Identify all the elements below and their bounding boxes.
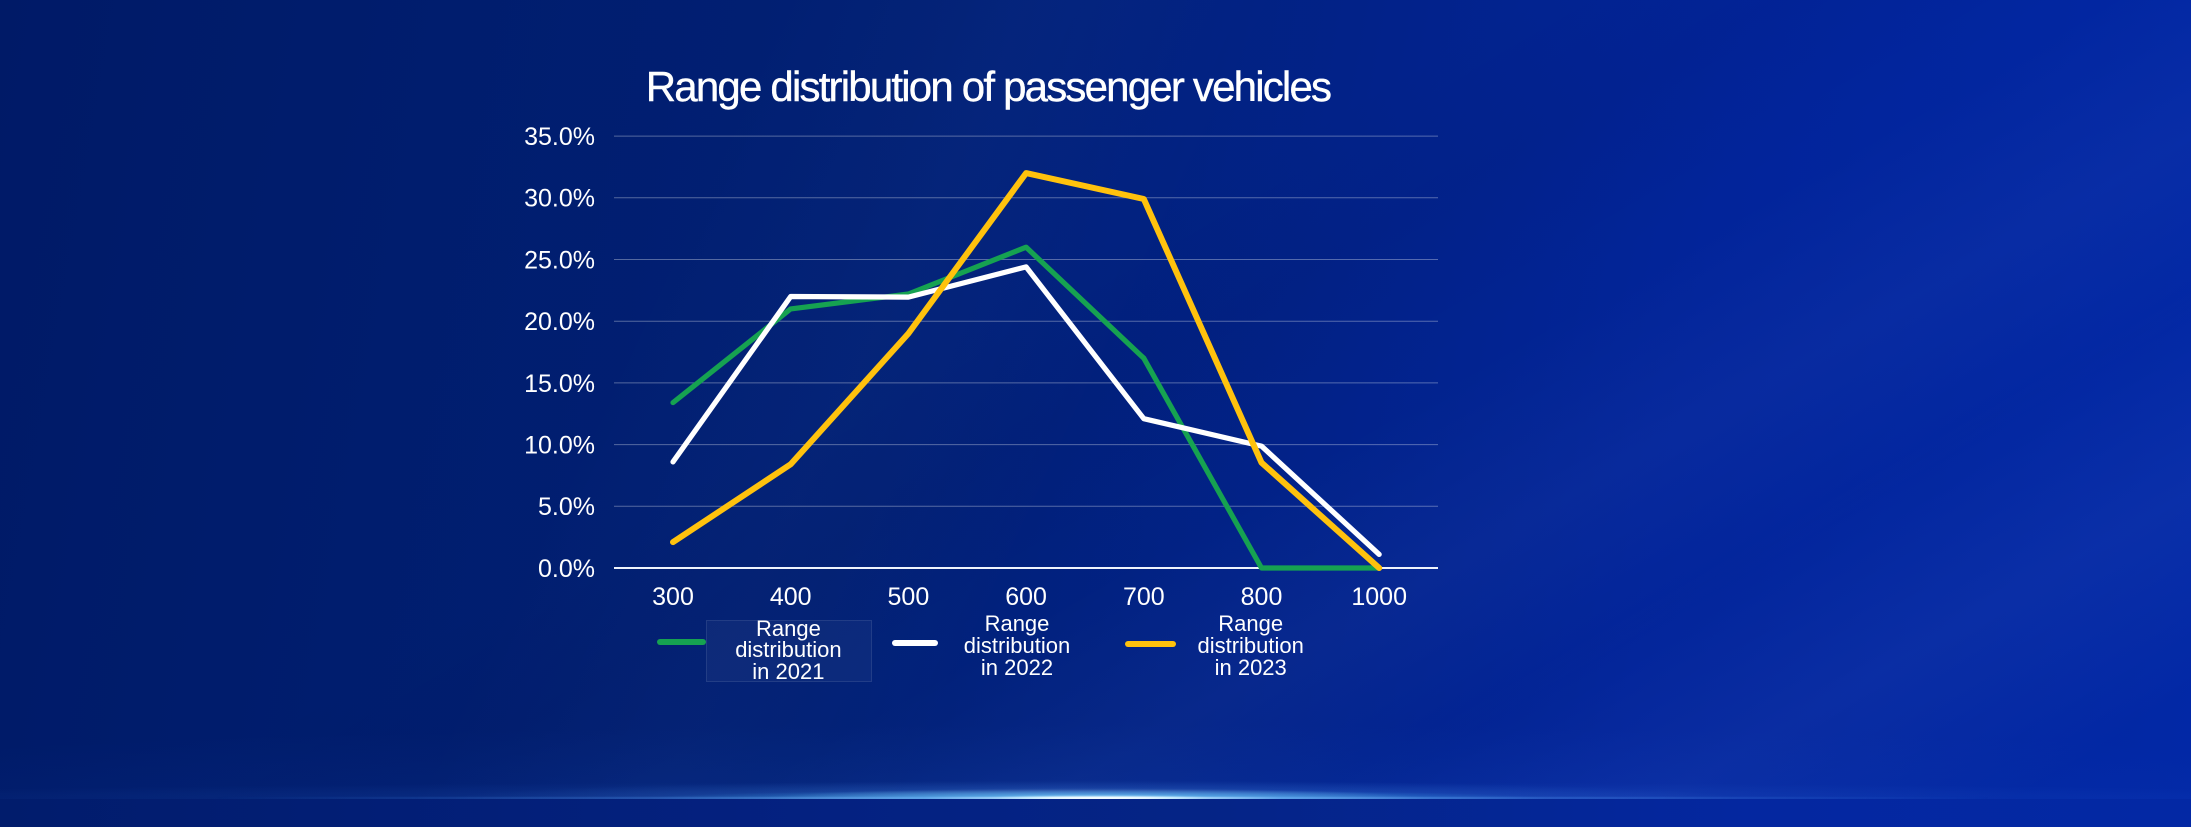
svg-text:30.0%: 30.0% xyxy=(524,185,595,213)
svg-text:35.0%: 35.0% xyxy=(524,123,595,151)
svg-text:25.0%: 25.0% xyxy=(524,246,595,274)
svg-text:500: 500 xyxy=(888,583,930,611)
svg-text:700: 700 xyxy=(1123,583,1165,611)
svg-text:20.0%: 20.0% xyxy=(524,308,595,336)
svg-text:5.0%: 5.0% xyxy=(538,493,595,521)
svg-text:400: 400 xyxy=(770,583,812,611)
svg-text:800: 800 xyxy=(1241,583,1283,611)
svg-text:600: 600 xyxy=(1005,583,1047,611)
svg-text:0.0%: 0.0% xyxy=(538,555,595,583)
svg-text:15.0%: 15.0% xyxy=(524,370,595,398)
svg-text:10.0%: 10.0% xyxy=(524,432,595,460)
svg-text:1000: 1000 xyxy=(1351,583,1407,611)
svg-text:300: 300 xyxy=(652,583,694,611)
